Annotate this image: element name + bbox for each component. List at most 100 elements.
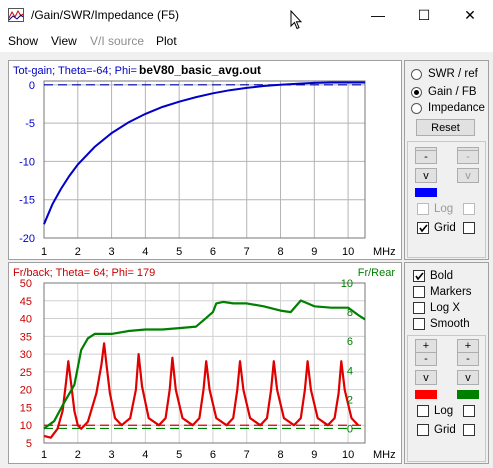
minimize-button[interactable]: — <box>355 0 401 30</box>
maximize-button[interactable]: ☐ <box>401 0 447 30</box>
radio-impedance[interactable]: Impedance <box>411 100 485 116</box>
menu-view[interactable]: View <box>51 34 77 48</box>
close-button[interactable]: ✕ <box>447 0 493 30</box>
bold-check[interactable]: Bold <box>413 269 453 283</box>
window-title: /Gain/SWR/Impedance (F5) <box>31 8 180 22</box>
right-color-swatch-bottom[interactable] <box>457 390 479 399</box>
y-right-tick-label: 0 <box>347 423 353 435</box>
x-tick-label: 4 <box>142 449 148 461</box>
gain-plot[interactable]: 0 -5 -10 -15 -20 1 2 3 4 5 6 7 8 9 10 MHz Tot-gain; Thet… <box>8 60 402 260</box>
x-tick-label: 10 <box>342 449 354 461</box>
bold-checkbox <box>413 270 425 282</box>
radio-swr-indicator <box>411 68 422 80</box>
right-down-button[interactable]: v <box>457 370 479 385</box>
y-right-tick-label: 6 <box>347 336 353 348</box>
logx-checkbox <box>413 302 425 314</box>
menu-vi-source[interactable]: V/I source <box>90 34 145 48</box>
x-tick-label: 8 <box>277 449 283 461</box>
minimize-icon: — <box>371 7 385 23</box>
smooth-checkbox <box>413 318 425 330</box>
title-bar: /Gain/SWR/Impedance (F5) — ☐ ✕ <box>0 0 493 30</box>
right-minus-button[interactable]: - <box>457 352 479 366</box>
bold-label: Bold <box>430 270 454 282</box>
markers-checkbox <box>413 286 425 298</box>
markers-label: Markers <box>430 286 472 298</box>
fb-plot[interactable]: 50 45 40 35 30 25 20 15 10 5 10 8 6 4 2 0 1 2 3 4 5 6 7 8 9 10 MHz… <box>8 262 402 464</box>
x-tick-label: 5 <box>176 449 182 461</box>
grid-left-check[interactable]: Grid <box>417 221 456 235</box>
view-panel: SWR / ref Gain / FB Impedance Reset - - … <box>404 60 489 260</box>
fb-header-label: Fr/back; Theta= 64; Phi= 179 <box>13 267 155 279</box>
x-tick-label: 7 <box>244 246 250 258</box>
y-left-tick-label: 30 <box>20 349 32 361</box>
left-down-button[interactable]: v <box>415 370 437 385</box>
left-plus-button[interactable]: + <box>415 339 437 353</box>
menu-show[interactable]: Show <box>8 34 39 48</box>
log-bottom-right-checkbox[interactable] <box>463 405 475 417</box>
y-left-tick-label: 50 <box>20 278 32 290</box>
reset-button[interactable]: Reset <box>416 119 475 136</box>
y-right-tick-label: 8 <box>347 307 353 319</box>
gain-plot-canvas: 0 -5 -10 -15 -20 1 2 3 4 5 6 7 8 9 10 MHz Tot-gain; Thet… <box>13 63 396 258</box>
y-left-tick-label: 40 <box>20 314 32 326</box>
log-bottom-left-checkbox <box>417 405 429 417</box>
markers-check[interactable]: Markers <box>413 285 472 299</box>
fr-back-series <box>43 342 360 439</box>
grid-bottom-left-check[interactable]: Grid <box>417 423 456 437</box>
grid-right-checkbox[interactable] <box>463 222 475 234</box>
radio-gain-fb[interactable]: Gain / FB <box>411 84 477 100</box>
left-scale-minus-button[interactable]: - <box>415 150 437 164</box>
right-scale-down-button[interactable]: v <box>457 168 479 183</box>
grid-bottom-left-label: Grid <box>434 424 456 436</box>
close-icon: ✕ <box>464 6 476 23</box>
x-tick-label: 2 <box>75 246 81 258</box>
y-left-tick-label: 20 <box>20 385 32 397</box>
left-scale-down-button[interactable]: v <box>415 168 437 183</box>
fr-rear-series <box>43 299 366 430</box>
x-tick-label: 9 <box>311 246 317 258</box>
plot-frame <box>43 282 366 444</box>
smooth-check[interactable]: Smooth <box>413 317 470 331</box>
y-tick-label: -5 <box>25 118 35 130</box>
plot-frame <box>43 80 366 239</box>
x-unit-label: MHz <box>373 246 396 258</box>
menu-plot[interactable]: Plot <box>156 34 177 48</box>
y-right-tick-label: 10 <box>341 278 353 290</box>
grid-left-label: Grid <box>434 222 456 234</box>
radio-swr-label: SWR / ref <box>428 68 478 80</box>
smooth-label: Smooth <box>430 318 470 330</box>
right-plus-button[interactable]: + <box>457 339 479 353</box>
grid-left-checkbox <box>417 222 429 234</box>
logx-check[interactable]: Log X <box>413 301 460 315</box>
logx-label: Log X <box>430 302 461 314</box>
y-left-tick-label: 10 <box>20 420 32 432</box>
scale-group <box>407 141 486 258</box>
left-color-swatch[interactable] <box>415 188 437 197</box>
right-scale-minus-button[interactable]: - <box>457 150 479 164</box>
file-title: beV80_basic_avg.out <box>139 63 261 77</box>
grid-bottom-left-checkbox <box>417 424 429 436</box>
app-icon <box>8 8 24 22</box>
y-right-tick-label: 4 <box>347 365 353 377</box>
log-bottom-left-label: Log <box>434 405 454 417</box>
mouse-cursor-icon <box>290 10 302 30</box>
left-minus-button[interactable]: - <box>415 352 437 366</box>
x-tick-label: 1 <box>41 449 47 461</box>
y-tick-label: 0 <box>29 80 35 92</box>
log-right-checkbox[interactable] <box>463 203 475 215</box>
log-left-checkbox <box>417 203 429 215</box>
grid-bottom-right-checkbox[interactable] <box>463 424 475 436</box>
x-tick-label: 10 <box>342 246 354 258</box>
radio-gain-fb-label: Gain / FB <box>428 86 477 98</box>
y-tick-label: -10 <box>19 156 35 168</box>
y-tick-label: -20 <box>19 233 35 245</box>
left-color-swatch-bottom[interactable] <box>415 390 437 399</box>
x-tick-label: 3 <box>109 246 115 258</box>
radio-swr[interactable]: SWR / ref <box>411 66 478 82</box>
log-left-check[interactable]: Log <box>417 202 453 216</box>
y-right-tick-label: 2 <box>347 394 353 406</box>
log-left-label: Log <box>434 203 454 215</box>
scale-group-bottom <box>407 335 486 462</box>
log-bottom-left-check[interactable]: Log <box>417 404 453 418</box>
x-tick-label: 6 <box>210 246 216 258</box>
